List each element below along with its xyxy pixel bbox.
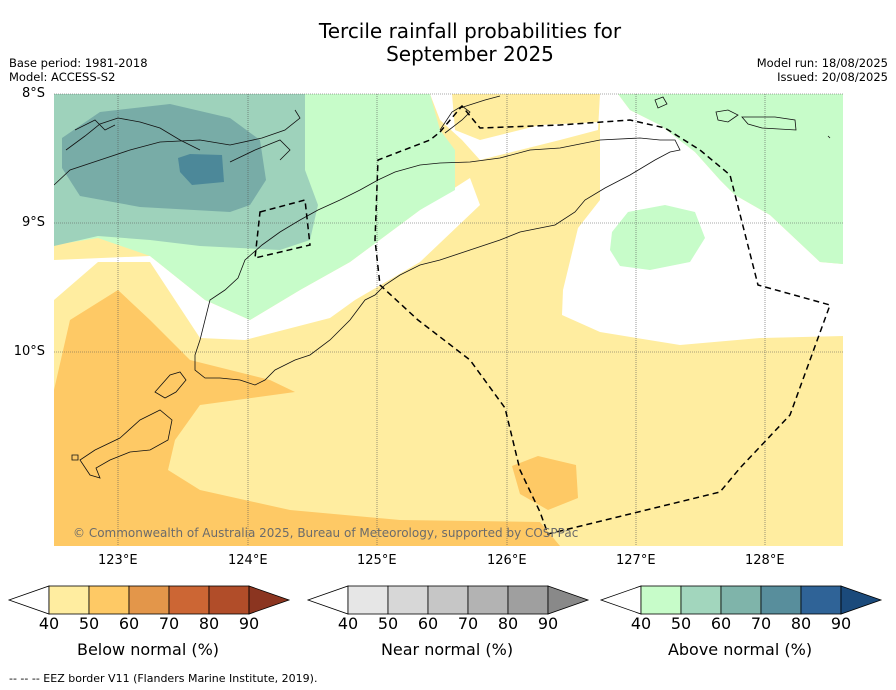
- colorbar-tick-label: 50: [377, 614, 399, 633]
- colorbar-tick-label: 60: [710, 614, 732, 633]
- colorbar-segment: [467, 585, 509, 615]
- lat-label-8s: 8°S: [21, 86, 45, 101]
- eez-footnote: -- -- -- EEZ border V11 (Flanders Marine…: [9, 672, 318, 685]
- colorbar-segment: [48, 585, 90, 615]
- lat-label-9s: 9°S: [21, 215, 45, 230]
- model-run-text: Model run: 18/08/2025: [756, 56, 888, 70]
- chart-title: Tercile rainfall probabilities for Septe…: [0, 20, 896, 66]
- region-near-normal-west: [54, 178, 480, 340]
- colorbar-tick-label: 70: [158, 614, 180, 633]
- colorbar-tick-label: 60: [417, 614, 439, 633]
- colorbar-segment: [427, 585, 469, 615]
- colorbar-segment: [640, 585, 682, 615]
- colorbar-extend-low: [306, 585, 349, 615]
- colorbar-segment: [88, 585, 130, 615]
- colorbar-segment: [800, 585, 842, 615]
- colorbar-segment: [720, 585, 762, 615]
- colorbar-extend-low: [7, 585, 50, 615]
- model-run-info: Model run: 18/08/2025 Issued: 20/08/2025: [757, 56, 888, 84]
- lat-label-10s: 10°S: [13, 344, 45, 359]
- colorbar-tick-label: 80: [198, 614, 220, 633]
- colorbar-tick-label: 90: [830, 614, 852, 633]
- base-period-text: Base period: 1981-2018: [9, 56, 148, 70]
- lon-label-128e: 128°E: [745, 553, 785, 568]
- colorbar-below-normal: [7, 585, 291, 615]
- colorbar-extend-low: [599, 585, 642, 615]
- colorbar-tick-label: 70: [457, 614, 479, 633]
- gridlines: [54, 93, 843, 546]
- colorbar-tick-label: 50: [78, 614, 100, 633]
- colorbar-label-below: Below normal (%): [76, 640, 220, 659]
- copyright-notice: © Commonwealth of Australia 2025, Bureau…: [73, 526, 579, 540]
- eez-borders: [254, 104, 831, 535]
- colorbar-tick-label: 50: [670, 614, 692, 633]
- colorbar-segment: [347, 585, 389, 615]
- lon-label-125e: 125°E: [357, 553, 397, 568]
- region-above-80: [178, 154, 224, 185]
- base-period-info: Base period: 1981-2018 Model: ACCESS-S2: [9, 56, 148, 84]
- title-line-2: September 2025: [386, 42, 554, 66]
- colorbars: [7, 585, 883, 615]
- lon-label-127e: 127°E: [616, 553, 656, 568]
- colorbar-segment: [387, 585, 429, 615]
- colorbar-tick-label: 90: [238, 614, 260, 633]
- lon-label-126e: 126°E: [487, 553, 527, 568]
- region-above-50-east-patch: [610, 205, 705, 270]
- colorbar-tick-label: 80: [790, 614, 812, 633]
- colorbar-segment: [128, 585, 170, 615]
- region-below-60-east: [512, 456, 578, 510]
- colorbar-extend-high: [547, 585, 590, 615]
- colorbar-near-normal: [306, 585, 590, 615]
- coastlines: [54, 95, 831, 479]
- colorbar-tick-label: 70: [750, 614, 772, 633]
- issued-text: Issued: 20/08/2025: [777, 70, 888, 84]
- region-below-60-west: [54, 290, 560, 546]
- title-line-1: Tercile rainfall probabilities for: [318, 19, 622, 43]
- colorbar-tick-label: 40: [38, 614, 60, 633]
- colorbar-segment: [208, 585, 250, 615]
- colorbar-label-near: Near normal (%): [380, 640, 514, 659]
- colorbar-segment: [760, 585, 802, 615]
- map-fill-layer: [54, 94, 843, 546]
- colorbar-segment: [680, 585, 722, 615]
- colorbar-tick-label: 40: [337, 614, 359, 633]
- colorbar-tick-label: 40: [630, 614, 652, 633]
- colorbar-tick-label: 60: [118, 614, 140, 633]
- colorbar-extend-high: [840, 585, 883, 615]
- lon-label-123e: 123°E: [98, 553, 138, 568]
- colorbar-tick-label: 80: [497, 614, 519, 633]
- lon-label-124e: 124°E: [228, 553, 268, 568]
- colorbar-tick-label: 90: [537, 614, 559, 633]
- model-text: Model: ACCESS-S2: [9, 70, 116, 84]
- colorbar-label-above: Above normal (%): [667, 640, 813, 659]
- colorbar-above-normal: [599, 585, 883, 615]
- region-above-70: [62, 104, 266, 212]
- colorbar-segment: [507, 585, 549, 615]
- colorbar-segment: [168, 585, 210, 615]
- colorbar-extend-high: [248, 585, 291, 615]
